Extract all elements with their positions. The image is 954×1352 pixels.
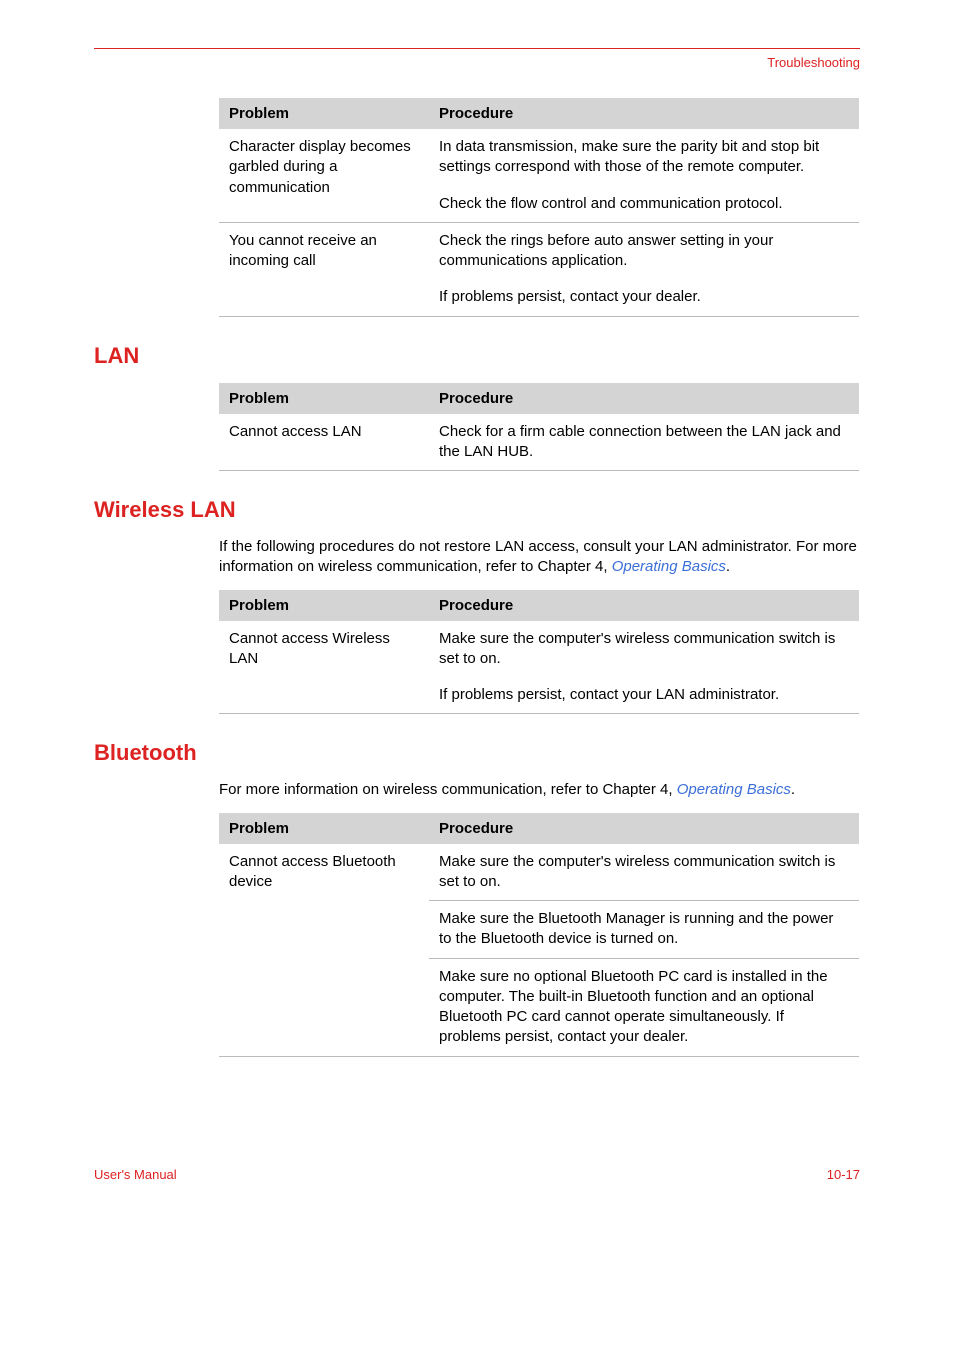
cell-procedure: If problems persist, contact your dealer…: [429, 279, 859, 316]
table-row: Cannot access Bluetooth device Make sure…: [219, 844, 859, 901]
footer: User's Manual 10-17: [94, 1167, 860, 1182]
col-procedure: Procedure: [429, 590, 859, 621]
footer-right: 10-17: [827, 1167, 860, 1182]
col-procedure: Procedure: [429, 813, 859, 844]
cell-procedure: Check the flow control and communication…: [429, 186, 859, 223]
col-problem: Problem: [219, 383, 429, 414]
table-wlan: Problem Procedure Cannot access Wireless…: [219, 590, 859, 715]
table-header-row: Problem Procedure: [219, 590, 859, 621]
col-problem: Problem: [219, 590, 429, 621]
col-procedure: Procedure: [429, 383, 859, 414]
cell-problem: Character display becomes garbled during…: [219, 129, 429, 222]
table-header-row: Problem Procedure: [219, 383, 859, 414]
wlan-intro: If the following procedures do not resto…: [219, 537, 859, 578]
table-row: Character display becomes garbled during…: [219, 129, 859, 186]
cell-procedure: Check for a firm cable connection betwee…: [429, 414, 859, 471]
section-wlan: Wireless LAN: [94, 497, 860, 523]
cell-procedure: Make sure no optional Bluetooth PC card …: [429, 958, 859, 1056]
table-row: Cannot access Wireless LAN Make sure the…: [219, 621, 859, 678]
top-rule: [94, 48, 860, 49]
col-problem: Problem: [219, 813, 429, 844]
table-header-row: Problem Procedure: [219, 813, 859, 844]
section-bluetooth: Bluetooth: [94, 740, 860, 766]
header-label: Troubleshooting: [94, 55, 860, 70]
cell-problem: You cannot receive an incoming call: [219, 222, 429, 316]
text: For more information on wireless communi…: [219, 781, 677, 798]
cell-procedure: Check the rings before auto answer setti…: [429, 222, 859, 279]
text: .: [791, 781, 795, 798]
footer-left: User's Manual: [94, 1167, 177, 1182]
link-operating-basics[interactable]: Operating Basics: [612, 558, 726, 575]
text: .: [726, 558, 730, 575]
cell-problem: Cannot access Wireless LAN: [219, 621, 429, 714]
col-procedure: Procedure: [429, 98, 859, 129]
cell-procedure: Make sure the Bluetooth Manager is runni…: [429, 901, 859, 959]
table-row: You cannot receive an incoming call Chec…: [219, 222, 859, 279]
cell-procedure: Make sure the computer's wireless commun…: [429, 844, 859, 901]
cell-problem: Cannot access LAN: [219, 414, 429, 471]
cell-procedure: Make sure the computer's wireless commun…: [429, 621, 859, 678]
link-operating-basics[interactable]: Operating Basics: [677, 781, 791, 798]
table-modem: Problem Procedure Character display beco…: [219, 98, 859, 317]
table-lan: Problem Procedure Cannot access LAN Chec…: [219, 383, 859, 472]
table-bluetooth: Problem Procedure Cannot access Bluetoot…: [219, 813, 859, 1057]
text: If the following procedures do not resto…: [219, 538, 857, 575]
table-row: Cannot access LAN Check for a firm cable…: [219, 414, 859, 471]
cell-problem: Cannot access Bluetooth device: [219, 844, 429, 1057]
table-header-row: Problem Procedure: [219, 98, 859, 129]
cell-procedure: In data transmission, make sure the pari…: [429, 129, 859, 186]
col-problem: Problem: [219, 98, 429, 129]
bt-intro: For more information on wireless communi…: [219, 780, 859, 800]
cell-procedure: If problems persist, contact your LAN ad…: [429, 677, 859, 714]
section-lan: LAN: [94, 343, 860, 369]
